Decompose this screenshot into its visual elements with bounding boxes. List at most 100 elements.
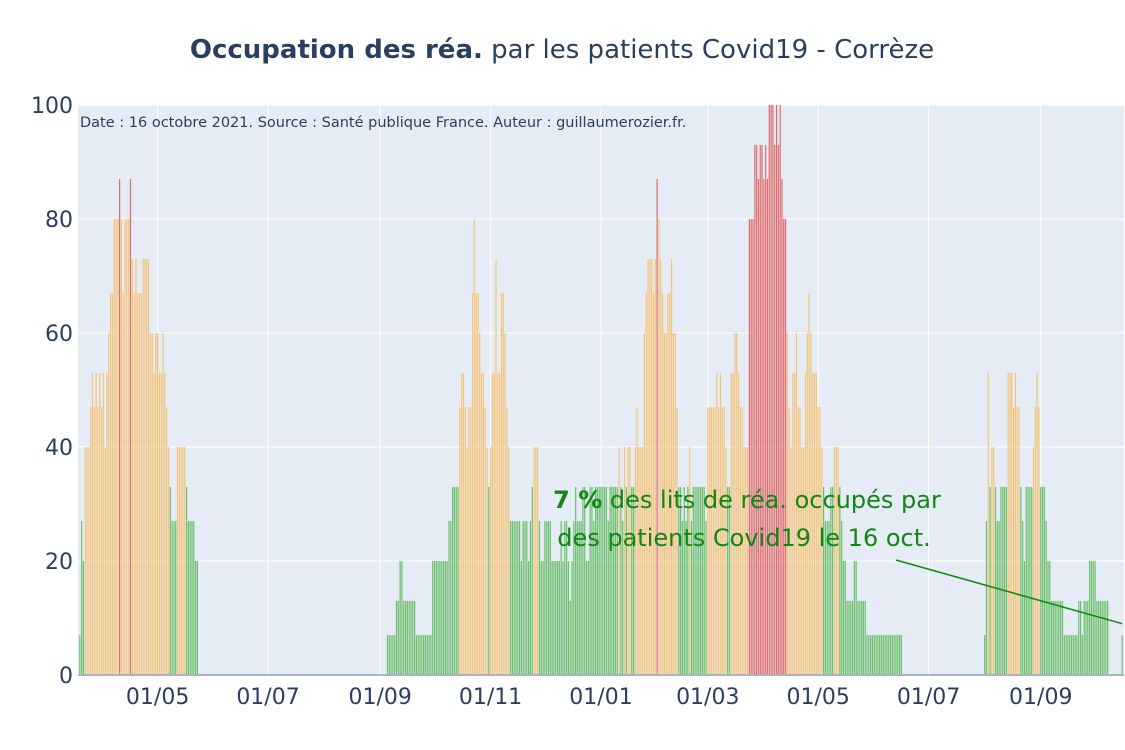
bar — [851, 600, 854, 675]
bar — [703, 486, 705, 675]
bar — [82, 561, 85, 675]
bar — [410, 600, 412, 675]
bar — [663, 333, 665, 675]
chart-title: Occupation des réa. par les patients Cov… — [190, 35, 934, 65]
bar — [500, 293, 503, 675]
bar — [1020, 486, 1022, 675]
bar — [989, 486, 991, 675]
bar — [455, 486, 457, 675]
bar — [175, 521, 177, 675]
bar — [486, 447, 488, 675]
x-tick-label: 01/05 — [786, 685, 849, 710]
bar — [99, 372, 101, 675]
bar — [683, 486, 685, 675]
bar — [533, 447, 535, 675]
bar — [528, 561, 530, 675]
bar — [584, 486, 586, 675]
bar — [1047, 561, 1049, 675]
bar — [1016, 407, 1018, 675]
bar — [900, 635, 903, 675]
bar — [766, 179, 769, 675]
bar — [654, 258, 656, 675]
bar — [687, 486, 689, 675]
bar — [631, 486, 633, 675]
bar — [1025, 486, 1027, 675]
bar — [115, 219, 117, 675]
bar — [171, 521, 173, 675]
bar — [585, 561, 588, 675]
bar — [895, 635, 897, 675]
bar — [873, 635, 875, 675]
bar — [412, 600, 414, 675]
y-axis-ticks: 0 20 40 60 80 100 — [31, 94, 73, 689]
bar — [578, 521, 580, 675]
bar — [128, 219, 130, 675]
bar — [506, 407, 508, 675]
bar — [984, 635, 986, 675]
bar — [1013, 407, 1015, 675]
bar — [90, 407, 92, 675]
bar — [461, 372, 463, 675]
bar — [104, 447, 106, 675]
bar — [517, 521, 519, 675]
bar — [126, 219, 128, 675]
bar — [442, 561, 445, 675]
bar — [830, 486, 832, 675]
bar — [135, 258, 137, 675]
bar — [716, 372, 718, 675]
bar — [546, 521, 548, 675]
bar — [129, 179, 132, 675]
bar — [1049, 561, 1051, 675]
bar — [131, 258, 133, 675]
bar — [835, 447, 837, 675]
bar — [1107, 600, 1109, 675]
bar — [1040, 486, 1042, 675]
bar — [167, 447, 170, 675]
bar — [880, 635, 883, 675]
bar — [714, 407, 716, 675]
bar — [661, 293, 664, 675]
bar — [1096, 600, 1098, 675]
bar — [781, 179, 783, 675]
y-tick-label: 100 — [31, 94, 73, 119]
bar — [629, 447, 631, 675]
bar — [864, 600, 866, 675]
bar — [79, 635, 81, 675]
bar — [672, 333, 674, 675]
bar — [765, 144, 767, 675]
bar — [185, 486, 188, 675]
bar — [600, 486, 602, 675]
bar — [149, 333, 151, 675]
bar — [790, 447, 792, 675]
bar — [1045, 521, 1047, 675]
bar — [457, 486, 459, 675]
bar — [996, 521, 998, 675]
bar — [879, 635, 881, 675]
bar — [124, 219, 126, 675]
bar — [889, 635, 892, 675]
bar — [160, 372, 162, 675]
bar — [670, 258, 673, 675]
bar — [406, 600, 408, 675]
bar — [772, 105, 774, 675]
bar — [810, 333, 812, 675]
x-tick-label: 01/03 — [676, 685, 739, 710]
bar — [620, 486, 622, 675]
bar — [712, 407, 714, 675]
y-tick-label: 80 — [45, 208, 73, 233]
bar — [792, 372, 794, 675]
bar — [564, 521, 566, 675]
bar — [757, 179, 760, 675]
bar — [441, 561, 443, 675]
bar — [464, 407, 466, 675]
bar — [111, 293, 113, 675]
bar — [1101, 600, 1103, 675]
bar — [509, 521, 512, 675]
bar — [556, 561, 559, 675]
bar — [187, 521, 189, 675]
bar — [884, 635, 886, 675]
bar — [674, 333, 676, 675]
bar — [842, 561, 845, 675]
bar — [875, 635, 877, 675]
bar — [777, 144, 779, 675]
